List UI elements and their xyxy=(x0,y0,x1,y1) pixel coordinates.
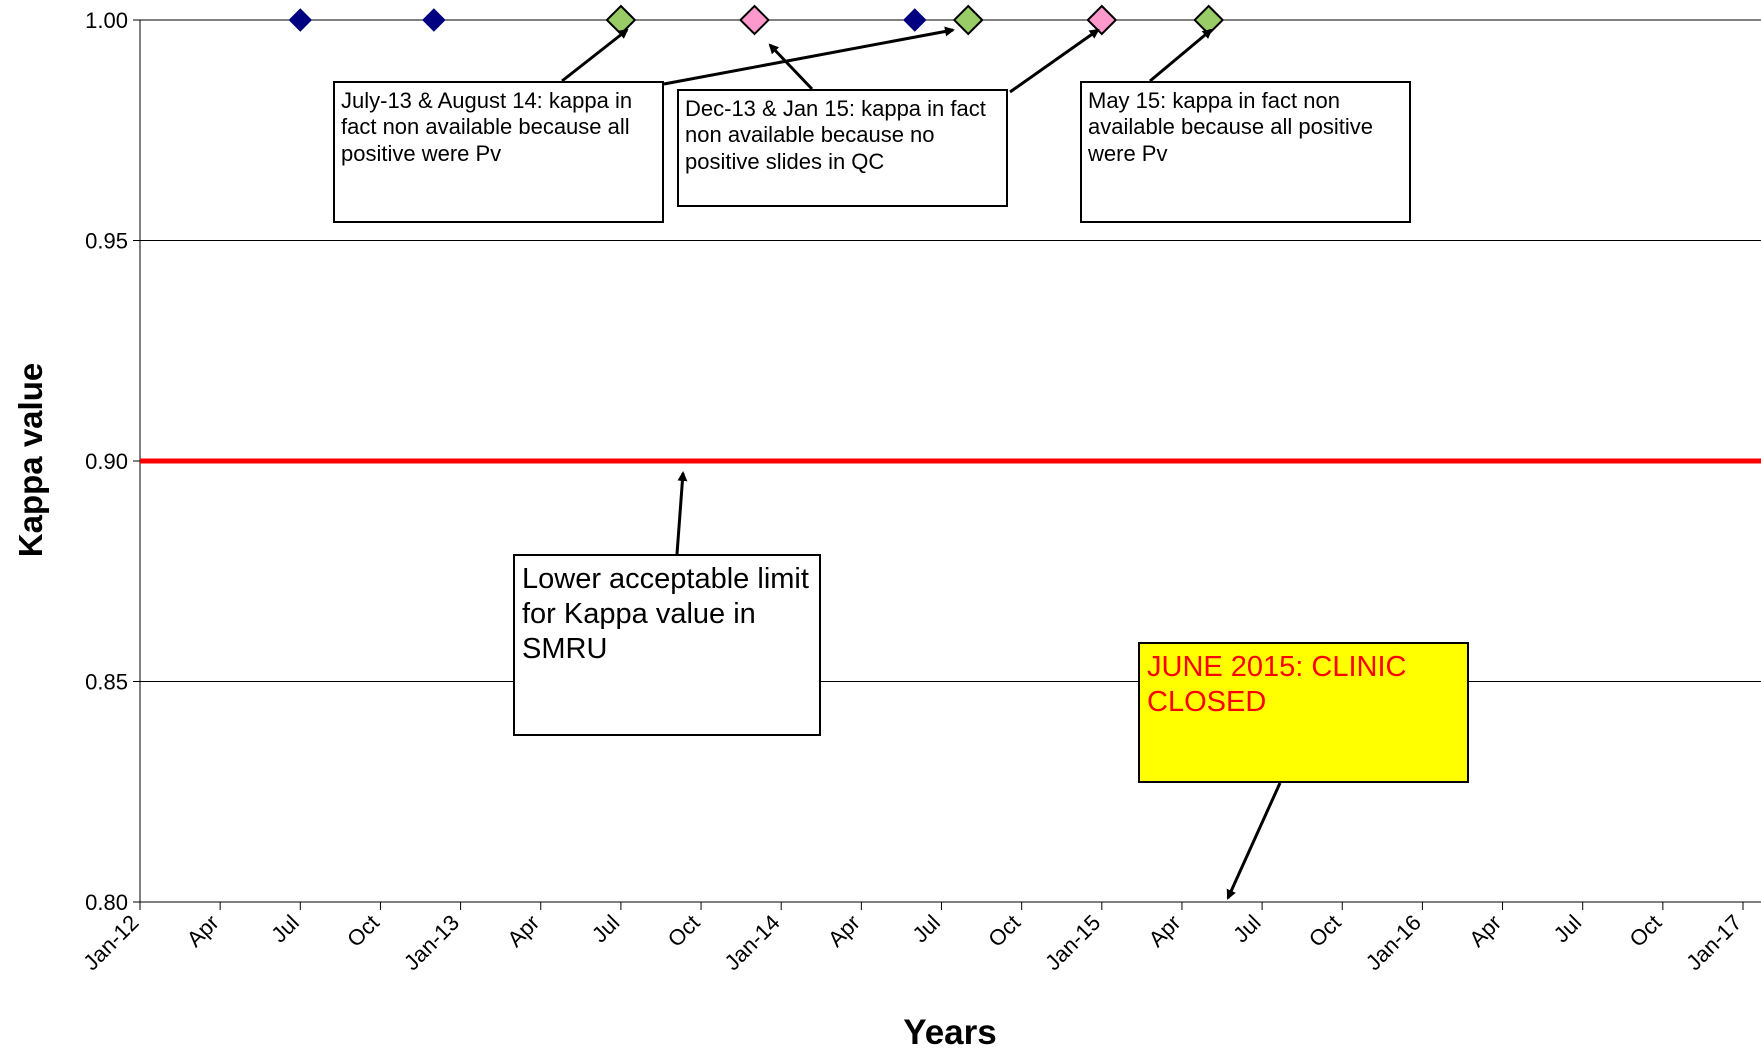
data-point-flagged xyxy=(605,4,637,36)
x-tick-label: Oct xyxy=(1625,910,1667,952)
annotation-arrow xyxy=(663,26,955,86)
data-point-flagged xyxy=(739,4,770,36)
x-tick-label: Apr xyxy=(502,910,544,952)
x-tick-label: Jan-15 xyxy=(1040,910,1105,975)
data-point-flagged xyxy=(1193,4,1225,36)
x-tick-label: Jul xyxy=(266,910,304,948)
x-tick-label: Jan-12 xyxy=(78,910,143,975)
y-axis-title: Kappa value xyxy=(12,363,49,557)
y-tick-label: 0.85 xyxy=(85,670,128,695)
x-tick-label: Jan-14 xyxy=(719,910,784,975)
y-tick-label: 0.95 xyxy=(85,229,128,254)
x-tick-label: Apr xyxy=(1144,910,1186,952)
x-tick-label: Jul xyxy=(587,910,625,948)
x-tick-label: Jul xyxy=(907,910,945,948)
x-tick-label: Oct xyxy=(983,910,1025,952)
x-tick-label: Oct xyxy=(663,910,705,952)
x-tick-label: Jan-13 xyxy=(399,910,464,975)
annotation-dec13-jan15: Dec-13 & Jan 15: kappa in fact non avail… xyxy=(677,89,1008,207)
x-tick-label: Jan-17 xyxy=(1681,910,1746,975)
x-tick-label: Oct xyxy=(1304,910,1346,952)
x-tick-label: Apr xyxy=(1464,910,1506,952)
data-point xyxy=(422,8,446,32)
annotation-arrow xyxy=(561,28,629,83)
data-point-flagged xyxy=(952,4,984,36)
annotation-arrow xyxy=(1009,28,1100,94)
annotation-may15: May 15: kappa in fact non available beca… xyxy=(1080,81,1411,223)
annotation-arrow xyxy=(675,471,688,555)
annotation-clinic-closed: JUNE 2015: CLINIC CLOSED xyxy=(1138,642,1469,783)
x-tick-label: Jul xyxy=(1549,910,1587,948)
x-tick-label: Oct xyxy=(342,910,384,952)
y-tick-label: 0.80 xyxy=(85,890,128,915)
annotation-arrow xyxy=(768,43,814,91)
x-tick-label: Jul xyxy=(1228,910,1266,948)
x-tick-label: Apr xyxy=(182,910,224,952)
annotation-lower-limit: Lower acceptable limit for Kappa value i… xyxy=(513,554,821,736)
x-tick-label: Apr xyxy=(823,910,865,952)
y-tick-label: 0.90 xyxy=(85,449,128,474)
annotation-arrow xyxy=(1226,782,1282,900)
data-point xyxy=(288,8,313,32)
data-point-flagged xyxy=(1086,4,1118,36)
data-point xyxy=(903,8,927,32)
x-axis-title: Years xyxy=(903,1013,996,1052)
x-tick-label: Jan-16 xyxy=(1361,910,1426,975)
annotation-arrow xyxy=(1149,28,1213,83)
y-tick-label: 1.00 xyxy=(85,8,128,33)
annotation-jul13-aug14: July-13 & August 14: kappa in fact non a… xyxy=(333,81,664,223)
